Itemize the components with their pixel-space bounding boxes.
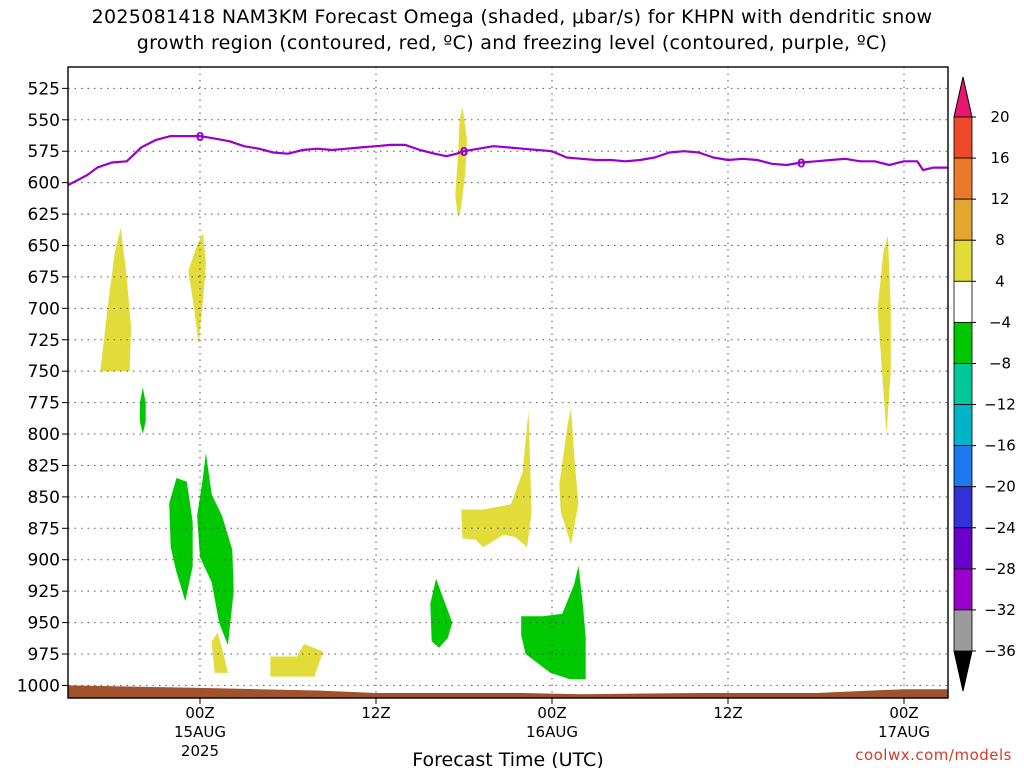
y-axis: 525 550 575 600 625 650 675 700 725 750 775 800 825 8… [17, 79, 68, 696]
x-axis-label: Forecast Time (UTC) [412, 749, 603, 768]
colorbar-label: 4 [995, 272, 1005, 290]
colorbar-label: −24 [984, 519, 1016, 537]
freezing-level-label: 0 [196, 130, 204, 144]
omega-region-5 [455, 107, 467, 218]
omega-region-7 [559, 408, 579, 545]
colorbar-band [953, 527, 973, 570]
colorbar-band [953, 404, 973, 447]
omega-region-9 [139, 387, 146, 434]
colorbar-label: −12 [984, 396, 1016, 414]
y-tick-label: 625 [28, 205, 60, 225]
omega-region-12 [430, 578, 453, 648]
footer-url: coolwx.com/models [855, 746, 1012, 764]
colorbar-band [953, 363, 973, 405]
x-tick-label: 12Z [361, 704, 390, 722]
colorbar-label: −32 [984, 601, 1016, 619]
freezing-level-line: 0 0 0 [68, 130, 948, 187]
colorbar-label: −36 [984, 642, 1016, 660]
omega-region-2 [188, 232, 206, 344]
y-tick-label: 950 [28, 614, 60, 634]
colorbar-band [953, 198, 973, 241]
colorbar-label: −4 [989, 313, 1011, 331]
x-tick-label: 00Z [537, 704, 566, 722]
y-tick-label: 850 [28, 488, 60, 508]
colorbar-band [953, 280, 973, 323]
x-tick-date: 17AUG [878, 723, 930, 741]
colorbar-label: 16 [990, 149, 1009, 167]
y-tick-label: 825 [28, 456, 60, 476]
x-tick-date: 16AUG [526, 723, 578, 741]
x-tick-year: 2025 [181, 742, 219, 760]
y-tick-label: 700 [28, 299, 60, 319]
surface-layer [68, 685, 948, 698]
omega-region-1 [100, 227, 132, 372]
y-tick-label: 575 [28, 142, 60, 162]
y-tick-label: 600 [28, 174, 60, 194]
colorbar-band [953, 116, 973, 159]
freezing-level-label: 0 [797, 157, 805, 171]
colorbar-label: −20 [984, 478, 1016, 496]
x-tick-label: 00Z [185, 704, 214, 722]
y-tick-label: 650 [28, 236, 60, 256]
y-tick-label: 550 [28, 111, 60, 131]
chart-title-line-2: growth region (contoured, red, ºC) and f… [136, 32, 888, 54]
y-tick-label: 775 [28, 394, 60, 414]
colorbar-bottom-arrow [953, 650, 973, 692]
grid-lines [68, 67, 948, 698]
colorbar-label: 12 [990, 190, 1009, 208]
colorbar-band [953, 609, 973, 652]
y-tick-label: 975 [28, 645, 60, 665]
colorbar-band [953, 568, 973, 611]
x-tick-label: 12Z [713, 704, 742, 722]
colorbar: 20 16 12 8 4 −4 −8 −12 −16 −20 −24 −28 −32 −36 [953, 76, 1016, 692]
colorbar-band [953, 445, 973, 488]
omega-region-10 [169, 478, 193, 602]
plot-frame [67, 66, 949, 699]
omega-shading [100, 107, 891, 680]
y-tick-label: 725 [28, 331, 60, 351]
y-tick-label: 800 [28, 425, 60, 445]
colorbar-band [953, 321, 973, 364]
colorbar-label: −8 [989, 354, 1011, 372]
colorbar-label: 20 [990, 108, 1009, 126]
y-tick-label: 875 [28, 519, 60, 539]
freezing-level-label: 0 [460, 145, 468, 159]
ground-surface [68, 685, 948, 698]
y-tick-label: 900 [28, 551, 60, 571]
colorbar-top-arrow [953, 76, 973, 118]
omega-region-6 [461, 411, 532, 548]
colorbar-label: −16 [984, 437, 1016, 455]
y-tick-label: 1000 [17, 676, 60, 696]
colorbar-band [953, 486, 973, 529]
omega-region-4 [270, 644, 324, 677]
omega-region-13 [521, 566, 586, 680]
x-tick-date: 15AUG [174, 723, 226, 741]
colorbar-label: 8 [995, 231, 1005, 249]
omega-region-3 [211, 632, 228, 673]
colorbar-band [953, 157, 973, 200]
x-tick-label: 00Z [889, 704, 918, 722]
colorbar-label: −28 [984, 560, 1016, 578]
y-tick-label: 750 [28, 362, 60, 382]
omega-region-11 [197, 452, 234, 646]
y-tick-label: 525 [28, 79, 60, 99]
freezing-level-series [68, 135, 948, 187]
y-tick-label: 675 [28, 268, 60, 288]
omega-region-8 [877, 235, 891, 434]
y-tick-label: 925 [28, 582, 60, 602]
colorbar-band [953, 239, 973, 282]
chart-title-line-1: 2025081418 NAM3KM Forecast Omega (shaded… [91, 6, 933, 28]
